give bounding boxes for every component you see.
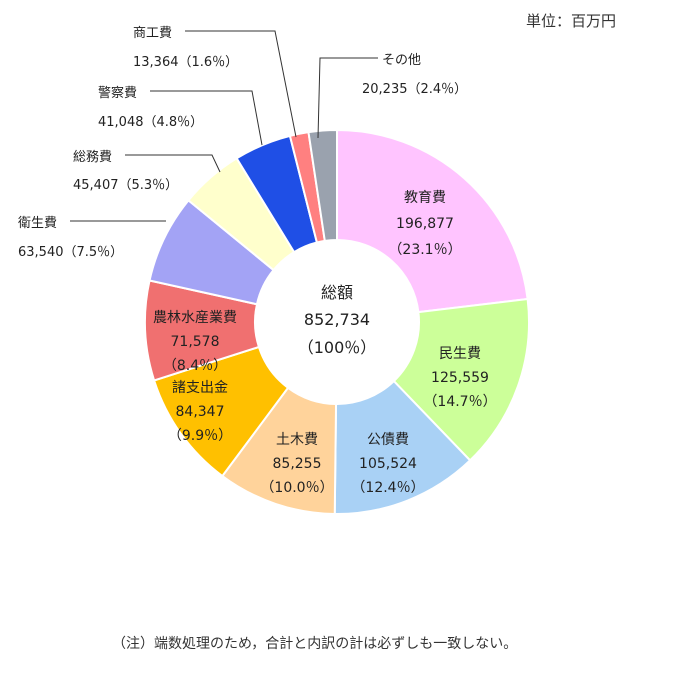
leader-line	[150, 90, 263, 146]
slice-label-pct: （23.1％）	[388, 242, 461, 258]
slice-label-name: 衛生費	[18, 216, 57, 231]
slice-1	[392, 297, 530, 462]
donut-hole	[256, 241, 418, 403]
slice-label-value: 13,364（1.6％）	[133, 55, 238, 70]
slice-label-value: 20,235（2.4％）	[362, 82, 467, 97]
slice-label-name: 公債費	[367, 432, 409, 448]
slice-label-pct: （9.9％）	[168, 428, 232, 444]
slice-label-pct: （14.7％）	[423, 394, 496, 410]
slice-label-value: 84,347	[176, 404, 225, 420]
footnote: （注）端数処理のため，合計と内訳の計は必ずしも一致しない。	[112, 636, 518, 652]
donut-chart: 教育費 196,877 （23.1％） 民生費 125,559 （14.7％） 公債費 105…	[18, 26, 530, 515]
slice-label-pct: （8.4％）	[163, 358, 227, 374]
center-label: 総額	[321, 283, 353, 302]
slice-label-name: 土木費	[276, 432, 318, 448]
center-pct: （100％）	[298, 338, 377, 357]
slice-label-value: 71,578	[171, 334, 220, 350]
slice-label-name: 諸支出金	[172, 380, 228, 396]
slice-label-name: 警察費	[98, 85, 137, 101]
leader-line	[185, 30, 297, 138]
slice-label-name: その他	[382, 53, 421, 68]
leader-line	[317, 57, 378, 139]
slice-label-pct: （10.0％）	[260, 480, 333, 496]
unit-label: 単位：百万円	[526, 12, 617, 30]
center-value: 852,734	[304, 310, 370, 329]
slice-label-name: 教育費	[404, 190, 446, 206]
slice-label-value: 196,877	[396, 216, 454, 232]
slice-label-value: 63,540（7.5％）	[18, 245, 123, 260]
slice-label-value: 85,255	[273, 456, 322, 472]
slice-label-name: 民生費	[439, 346, 481, 362]
slice-label-value: 45,407（5.3％）	[73, 178, 178, 193]
slice-label-name: 商工費	[133, 26, 172, 41]
slice-label-pct: （12.4％）	[351, 480, 424, 496]
slice-label-value: 125,559	[431, 370, 489, 386]
slice-label-name: 総務費	[73, 150, 112, 165]
slice-label-value: 105,524	[359, 456, 417, 472]
slice-label-value: 41,048（4.8％）	[98, 115, 203, 130]
slice-0	[336, 128, 529, 314]
slice-label-name: 農林水産業費	[153, 310, 237, 326]
leader-line	[125, 154, 221, 173]
